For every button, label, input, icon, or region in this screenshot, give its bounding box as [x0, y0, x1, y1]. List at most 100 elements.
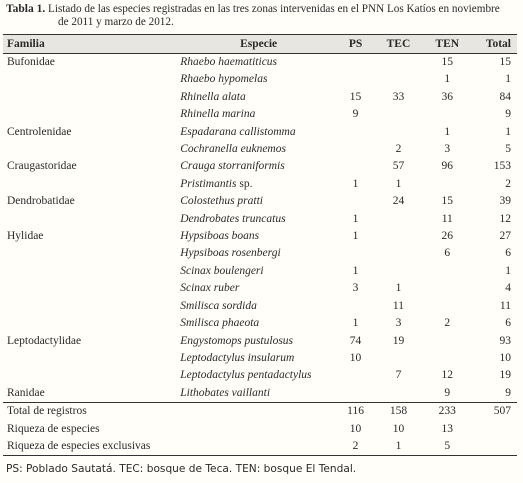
familia-cell — [3, 350, 180, 367]
tec-cell: 158 — [374, 402, 423, 421]
total-cell: 5 — [505, 143, 511, 156]
table-row: Rhinella alata 15 33 36 84 — [3, 89, 517, 106]
header-especie: Especie — [180, 34, 338, 54]
table-row: Leptodactylidae Engystomops pustulosus 74 1… — [3, 333, 517, 350]
ps-cell: 10 — [349, 351, 362, 364]
species-name: Pristimantis — [180, 177, 237, 190]
ten-cell: 6 — [444, 247, 451, 260]
total-cell: 6 — [505, 317, 511, 330]
especie-cell: Lithobates vaillanti — [180, 385, 337, 403]
familia-cell: Hylidae — [7, 230, 44, 243]
tec-cell — [374, 263, 423, 280]
tec-cell: 3 — [395, 317, 402, 330]
table-row: Leptodactylus pentadactylus 7 12 19 — [3, 367, 517, 384]
tec-cell: 24 — [392, 195, 405, 208]
total-cell: 15 — [499, 56, 512, 68]
familia-cell: Craugastoridae — [7, 160, 77, 173]
total-cell: 507 — [471, 402, 517, 421]
species-name: Hypsiboas rosenbergi — [180, 247, 281, 260]
ten-cell — [423, 263, 472, 280]
familia-cell — [3, 245, 180, 262]
species-name: Scinax boulengeri — [180, 264, 264, 277]
familia-cell — [3, 176, 180, 193]
species-name: Rhaebo hypomelas — [180, 73, 268, 86]
total-cell: 1 — [505, 73, 511, 86]
species-name: Rhinella marina — [180, 108, 256, 121]
species-name: Leptodactylus pentadactylus — [180, 369, 312, 382]
table-row: Smilisca phaeota 1 3 2 6 — [3, 315, 517, 332]
table-body: Bufonidae Rhaebo haematiticus 15 15 Rhaebo h… — [3, 54, 517, 457]
ten-cell: 2 — [444, 317, 451, 330]
table-row: Cochranella euknemos 2 3 5 — [3, 141, 517, 158]
header-familia: Familia — [3, 34, 181, 54]
especie-cell: Engystomops pustulosus — [180, 333, 337, 350]
total-cell: 1 — [505, 125, 511, 138]
total-cell: 6 — [505, 247, 511, 260]
ten-cell: 12 — [441, 369, 454, 382]
total-cell: 1 — [505, 264, 511, 277]
ten-cell: 36 — [441, 90, 454, 103]
table-caption: Tabla 1. Listado de las especies registr… — [6, 3, 516, 29]
ps-cell: 1 — [352, 177, 359, 190]
ten-cell: 96 — [441, 160, 454, 173]
tec-cell — [374, 245, 423, 262]
tec-cell: 2 — [395, 143, 402, 156]
species-name: Leptodactylus insularum — [180, 351, 295, 364]
especie-cell: Leptodactylus insularum — [180, 350, 337, 367]
familia-cell — [3, 89, 180, 106]
ps-cell — [337, 385, 374, 403]
caption-label: Tabla 1. — [6, 3, 46, 15]
tec-cell — [374, 124, 423, 141]
table-row: Dendrobatidae Colostethus pratti 24 15 39 — [3, 193, 517, 210]
total-cell — [472, 421, 517, 438]
table-row: Rhaebo hypomelas 1 1 — [3, 71, 517, 88]
ten-cell: 1 — [444, 73, 451, 86]
total-cell: 9 — [505, 108, 511, 121]
especie-cell: Cochranella euknemos — [180, 141, 337, 158]
familia-cell: Ranidae — [7, 386, 45, 399]
caption-text-line2: de 2011 y marzo de 2012. — [58, 16, 174, 28]
ten-cell: 1 — [444, 125, 451, 138]
total-cell: 9 — [505, 386, 511, 399]
header-tec: TEC — [374, 34, 423, 54]
species-table: Familia Especie PS TEC TEN Total Bufonid… — [3, 34, 517, 457]
ps-cell — [337, 54, 374, 72]
tec-cell: 10 — [392, 422, 405, 435]
total-cell: 84 — [499, 90, 512, 103]
familia-cell — [3, 315, 180, 332]
ps-cell: 1 — [352, 212, 359, 225]
total-cell: 12 — [499, 212, 512, 225]
familia-cell: Bufonidae — [7, 56, 55, 68]
tec-cell — [374, 228, 423, 245]
especie-cell: Crauga storraniformis — [180, 158, 337, 175]
summary-label: Riqueza de especies — [7, 422, 100, 435]
ps-cell — [337, 298, 374, 315]
ps-cell: 1 — [352, 230, 359, 243]
ten-cell: 233 — [422, 402, 472, 421]
familia-cell: Leptodactylidae — [7, 334, 82, 347]
summary-row: Riqueza de especies 10 10 13 — [3, 421, 517, 438]
table-row: Leptodactylus insularum 10 10 — [3, 350, 517, 367]
especie-cell: Dendrobates truncatus — [180, 211, 337, 228]
species-name: Smilisca phaeota — [180, 317, 260, 330]
especie-cell: Smilisca sordida — [180, 298, 337, 315]
table-footnote: PS: Poblado Sautatá. TEC: bosque de Teca… — [6, 463, 357, 475]
familia-cell — [3, 298, 180, 315]
species-name: Lithobates vaillanti — [180, 386, 271, 399]
ps-cell — [337, 124, 374, 141]
species-name: Crauga storraniformis — [180, 160, 285, 173]
ten-cell: 11 — [441, 212, 453, 225]
species-name: Espadarana callistomma — [180, 125, 296, 138]
especie-cell: Smilisca phaeota — [180, 315, 337, 332]
tec-cell — [374, 385, 423, 403]
ten-cell: 15 — [441, 56, 454, 68]
especie-cell: Rhinella marina — [180, 106, 337, 123]
species-name: Dendrobates truncatus — [180, 212, 286, 225]
tec-cell — [374, 71, 423, 88]
table-row: Pristimantis sp. 1 1 2 — [3, 176, 517, 193]
tec-cell: 7 — [395, 369, 402, 382]
table-row: Scinax boulengeri 1 1 — [3, 263, 517, 280]
ps-cell — [337, 245, 374, 262]
especie-cell: Rhaebo hypomelas — [180, 71, 337, 88]
species-name: Cochranella euknemos — [180, 143, 286, 156]
